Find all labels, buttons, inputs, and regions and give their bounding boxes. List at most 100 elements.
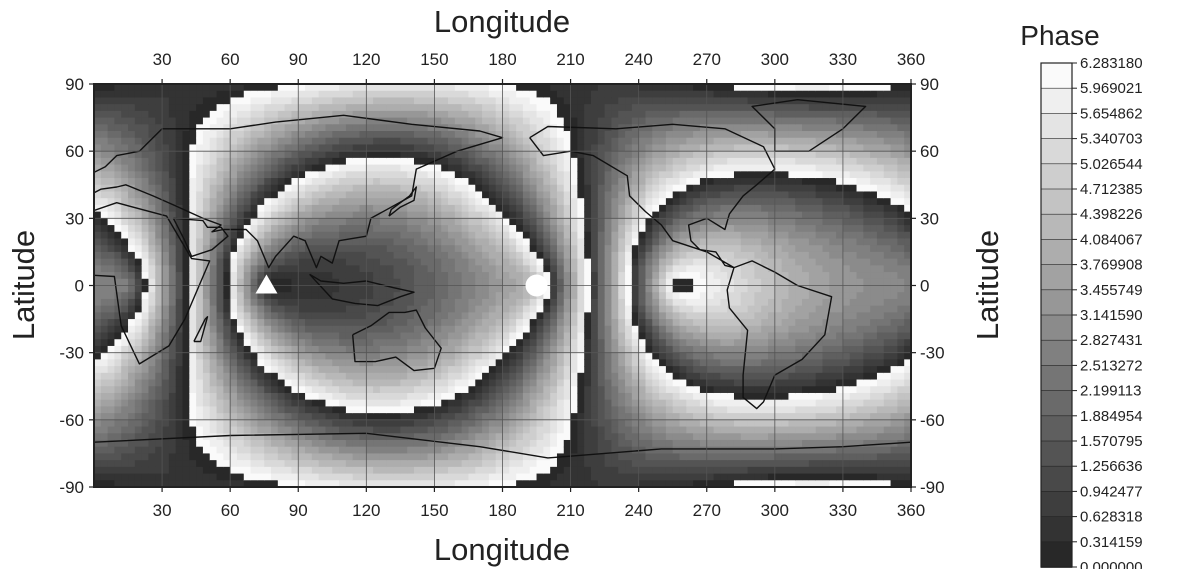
phase-cell	[162, 453, 170, 461]
phase-cell	[298, 90, 306, 99]
phase-cell	[264, 305, 272, 313]
phase-cell	[277, 198, 286, 206]
phase-cell	[618, 413, 626, 421]
phase-cell	[141, 305, 150, 313]
phase-cell	[318, 110, 327, 119]
phase-cell	[386, 379, 395, 387]
phase-cell	[271, 84, 279, 92]
phase-cell	[625, 399, 633, 407]
phase-cell	[325, 231, 333, 240]
phase-cell	[223, 117, 231, 125]
phase-cell	[577, 298, 585, 307]
phase-cell	[556, 466, 565, 475]
phase-cell	[128, 272, 136, 280]
phase-cell	[393, 117, 401, 125]
phase-cell	[502, 285, 510, 293]
phase-cell	[277, 251, 286, 260]
phase-cell	[359, 379, 367, 387]
phase-cell	[509, 104, 517, 112]
phase-cell	[393, 386, 401, 394]
phase-cell	[488, 446, 497, 455]
phase-cell	[509, 225, 517, 233]
phase-cell	[189, 171, 197, 179]
phase-cell	[454, 359, 463, 367]
phase-cell	[305, 265, 313, 273]
phase-cell	[359, 319, 367, 327]
phase-cell	[379, 460, 388, 468]
phase-cell	[488, 466, 497, 475]
phase-cell	[570, 298, 578, 307]
phase-cell	[223, 278, 231, 287]
phase-cell	[209, 426, 218, 434]
phase-cell	[243, 171, 252, 179]
phase-cell	[611, 238, 619, 246]
phase-cell	[209, 238, 218, 246]
phase-cell	[427, 137, 436, 146]
phase-cell	[243, 124, 252, 132]
phase-cell	[556, 110, 565, 119]
phase-cell	[379, 366, 388, 374]
phase-cell	[155, 124, 163, 132]
phase-cell	[379, 305, 388, 313]
phase-cell	[448, 157, 456, 166]
phase-cell	[652, 460, 660, 468]
phase-cell	[155, 332, 163, 340]
phase-cell	[175, 97, 184, 105]
phase-cell	[386, 164, 395, 172]
phase-cell	[577, 191, 585, 199]
phase-cell	[366, 285, 374, 293]
phase-cell	[373, 124, 381, 132]
phase-cell	[441, 144, 449, 152]
phase-cell	[461, 413, 470, 421]
phase-cell	[107, 413, 116, 421]
phase-cell	[529, 366, 538, 374]
phase-cell	[230, 198, 238, 206]
phase-cell	[134, 144, 143, 152]
phase-cell	[339, 245, 347, 253]
phase-cell	[604, 251, 613, 260]
phase-cell	[107, 332, 116, 340]
phase-cell	[128, 124, 136, 132]
phase-cell	[339, 131, 347, 139]
phase-cell	[468, 151, 476, 159]
phase-cell	[420, 104, 429, 112]
phase-cell	[563, 110, 572, 119]
phase-cell	[162, 298, 170, 307]
phase-cell	[243, 406, 252, 414]
phase-cell	[448, 305, 456, 313]
phase-cell	[100, 433, 109, 441]
phase-cell	[502, 117, 510, 125]
phase-cell	[536, 157, 544, 166]
phase-cell	[413, 144, 422, 152]
phase-cell	[305, 379, 313, 387]
phase-cell	[448, 225, 456, 233]
phase-cell	[182, 446, 190, 455]
phase-cell	[393, 131, 401, 139]
phase-cell	[488, 399, 497, 407]
phase-cell	[488, 211, 497, 219]
phase-cell	[597, 426, 606, 434]
phase-cell	[509, 406, 517, 414]
phase-cell	[420, 258, 429, 266]
phase-cell	[305, 278, 313, 287]
phase-cell	[400, 392, 408, 401]
phase-cell	[427, 312, 436, 320]
phase-cell	[352, 319, 361, 327]
phase-cell	[94, 84, 102, 92]
phase-cell	[529, 433, 538, 441]
phase-cell	[488, 104, 497, 112]
phase-cell	[584, 352, 592, 360]
phase-cell	[359, 413, 367, 421]
phase-cell	[618, 312, 626, 320]
phase-cell	[230, 453, 238, 461]
phase-cell	[223, 245, 231, 253]
phase-cell	[618, 453, 626, 461]
phase-cell	[236, 453, 245, 461]
phase-cell	[271, 184, 279, 193]
phase-cell	[536, 137, 544, 146]
phase-cell	[128, 298, 136, 307]
phase-cell	[223, 453, 231, 461]
phase-cell	[584, 204, 592, 213]
phase-cell	[434, 426, 442, 434]
phase-cell	[305, 137, 313, 146]
